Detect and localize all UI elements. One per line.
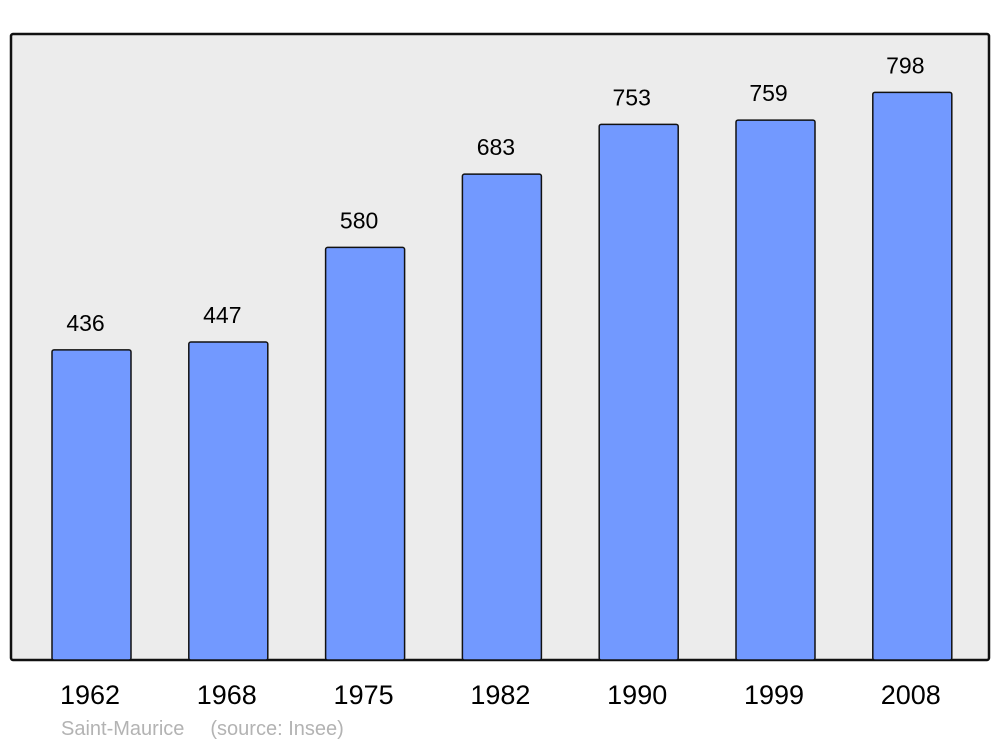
bar-1990 <box>598 123 679 661</box>
x-tick-label-1982: 1982 <box>470 680 530 710</box>
x-tick-label-1962: 1962 <box>60 680 120 710</box>
bar-1982 <box>461 173 543 661</box>
source-note: (source: Insee) <box>210 718 344 740</box>
bar-2008 <box>872 91 953 661</box>
x-tick-label-1999: 1999 <box>744 680 804 710</box>
data-label-1968: 447 <box>203 302 241 328</box>
data-label-2008: 798 <box>886 52 924 78</box>
x-tick-label-1990: 1990 <box>607 680 667 710</box>
place-name: Saint-Maurice <box>61 718 185 740</box>
data-label-1975: 580 <box>340 207 378 233</box>
data-label-1982: 683 <box>477 134 515 160</box>
chart-footer: Saint-Maurice (source: Insee) <box>61 718 370 741</box>
bar-1975 <box>324 246 406 661</box>
bar-1999 <box>735 119 816 661</box>
data-label-1962: 436 <box>66 310 104 336</box>
x-tick-label-1975: 1975 <box>334 680 394 710</box>
data-label-1999: 759 <box>749 80 787 106</box>
bar-1962 <box>51 349 132 661</box>
x-tick-label-2008: 2008 <box>881 680 941 710</box>
bar-1968 <box>188 341 269 661</box>
data-label-1990: 753 <box>613 84 651 110</box>
x-tick-label-1968: 1968 <box>197 680 257 710</box>
